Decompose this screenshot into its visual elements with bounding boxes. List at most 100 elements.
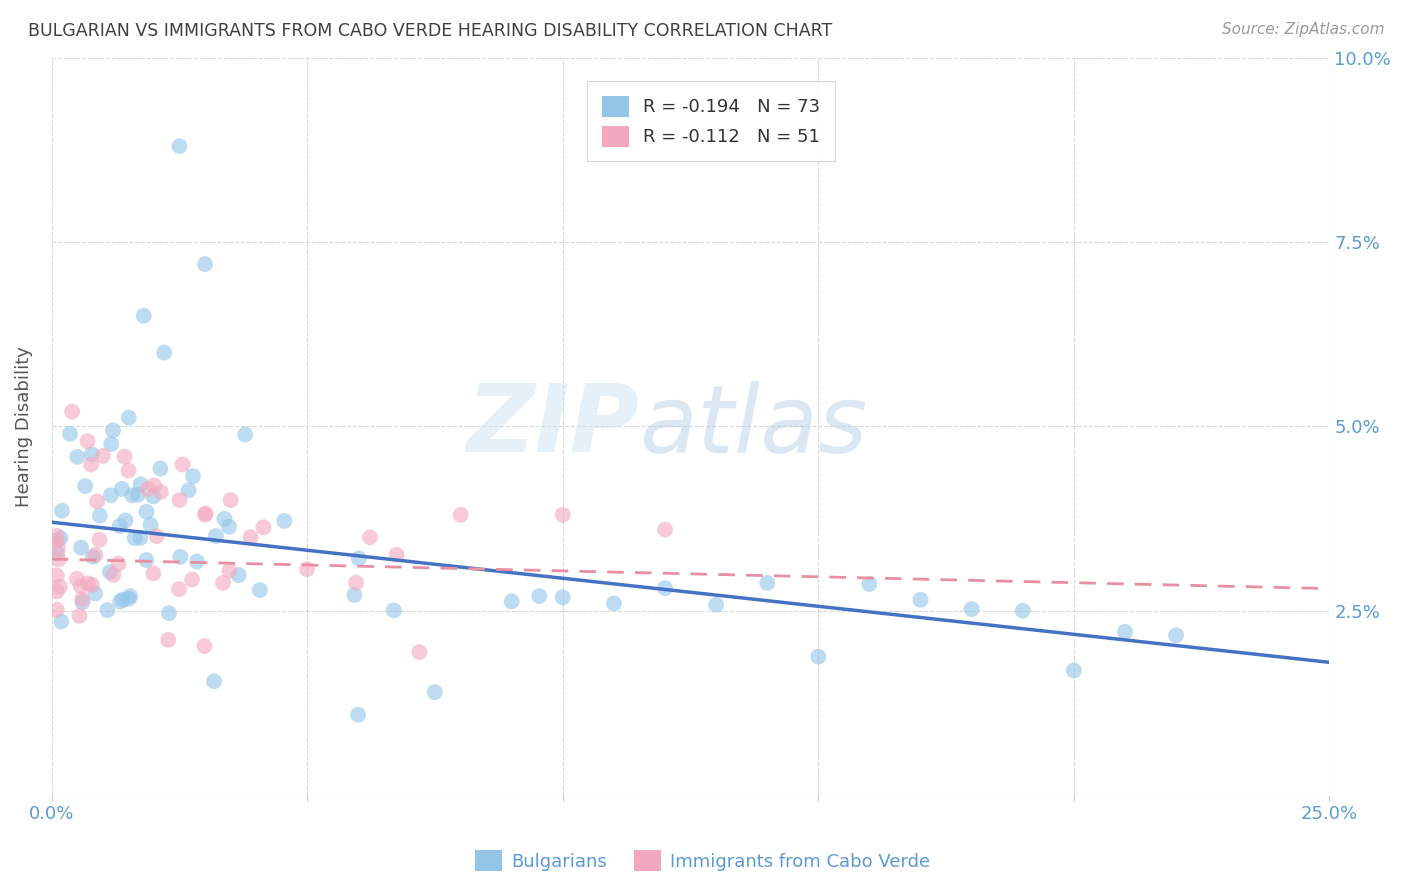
Text: BULGARIAN VS IMMIGRANTS FROM CABO VERDE HEARING DISABILITY CORRELATION CHART: BULGARIAN VS IMMIGRANTS FROM CABO VERDE … [28, 22, 832, 40]
Point [139, 517, 162, 532]
Point [212, 575, 235, 590]
Point [252, 520, 274, 534]
Point [193, 639, 215, 653]
Point [124, 531, 146, 545]
Point [169, 493, 191, 508]
Point [129, 531, 152, 545]
Point [45, 529, 67, 543]
Point [172, 458, 194, 472]
Point [756, 576, 779, 591]
Point [149, 484, 172, 499]
Point [66, 572, 89, 586]
Point [89, 508, 111, 523]
Point [59, 426, 82, 441]
Point [219, 493, 242, 508]
Point [136, 482, 159, 496]
Point [347, 551, 370, 566]
Point [100, 488, 122, 502]
Point [142, 566, 165, 581]
Point [273, 514, 295, 528]
Point [111, 482, 134, 496]
Point [89, 533, 111, 547]
Legend: R = -0.194   N = 73, R = -0.112   N = 51: R = -0.194 N = 73, R = -0.112 N = 51 [588, 81, 835, 161]
Point [49, 531, 72, 545]
Point [91, 449, 114, 463]
Point [214, 512, 236, 526]
Point [114, 514, 136, 528]
Point [46, 541, 69, 555]
Point [218, 519, 240, 533]
Point [49, 580, 72, 594]
Point [72, 595, 94, 609]
Point [127, 487, 149, 501]
Point [69, 608, 91, 623]
Point [80, 447, 103, 461]
Point [111, 592, 134, 607]
Point [169, 139, 191, 153]
Point [48, 552, 70, 566]
Point [228, 568, 250, 582]
Point [100, 437, 122, 451]
Point [80, 578, 103, 592]
Point [239, 530, 262, 544]
Point [153, 345, 176, 359]
Point [295, 562, 318, 576]
Point [423, 685, 446, 699]
Point [654, 581, 676, 595]
Point [101, 423, 124, 437]
Point [186, 555, 208, 569]
Point [169, 549, 191, 564]
Point [359, 530, 381, 544]
Point [84, 586, 107, 600]
Point [45, 584, 67, 599]
Point [82, 549, 104, 564]
Point [45, 533, 67, 548]
Point [343, 588, 366, 602]
Point [181, 469, 204, 483]
Point [450, 508, 472, 522]
Y-axis label: Hearing Disability: Hearing Disability [15, 346, 32, 507]
Point [121, 488, 143, 502]
Point [129, 477, 152, 491]
Point [181, 573, 204, 587]
Point [382, 603, 405, 617]
Point [117, 591, 139, 606]
Point [157, 606, 180, 620]
Point [135, 505, 157, 519]
Point [529, 589, 551, 603]
Point [347, 707, 370, 722]
Point [603, 597, 626, 611]
Point [45, 546, 67, 560]
Point [194, 507, 217, 521]
Text: Source: ZipAtlas.com: Source: ZipAtlas.com [1222, 22, 1385, 37]
Point [51, 504, 73, 518]
Point [205, 529, 228, 543]
Point [84, 548, 107, 562]
Point [96, 603, 118, 617]
Point [1114, 624, 1136, 639]
Point [157, 632, 180, 647]
Point [60, 404, 83, 418]
Point [132, 309, 155, 323]
Point [167, 582, 190, 596]
Point [202, 674, 225, 689]
Point [858, 577, 880, 591]
Point [118, 410, 141, 425]
Point [86, 494, 108, 508]
Point [110, 594, 132, 608]
Point [75, 479, 97, 493]
Point [98, 565, 121, 579]
Point [117, 464, 139, 478]
Point [177, 483, 200, 498]
Point [70, 592, 93, 607]
Point [145, 529, 167, 543]
Point [66, 450, 89, 464]
Point [135, 553, 157, 567]
Point [77, 576, 100, 591]
Point [910, 592, 932, 607]
Point [69, 579, 91, 593]
Point [344, 575, 367, 590]
Point [45, 603, 67, 617]
Point [704, 598, 727, 612]
Point [1011, 604, 1033, 618]
